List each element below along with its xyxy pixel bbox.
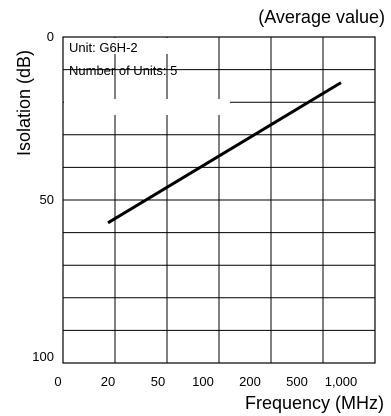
y-tick-label: 0	[47, 29, 54, 44]
x-tick-label: 1,000	[325, 374, 358, 389]
y-tick-label: 100	[32, 349, 54, 364]
x-tick-label: 100	[192, 374, 214, 389]
x-tick-label: 0	[54, 374, 61, 389]
y-tick-labels: 0 50 100	[32, 29, 54, 364]
annotation-number-of-units: Number of Units: 5	[69, 63, 177, 78]
x-tick-label: 50	[151, 374, 165, 389]
x-tick-label: 500	[286, 374, 308, 389]
header-note: (Average value)	[258, 7, 385, 27]
x-tick-label: 20	[101, 374, 115, 389]
x-axis-title: Frequency (MHz)	[245, 393, 384, 413]
grid	[62, 36, 376, 364]
y-tick-label: 50	[40, 192, 54, 207]
x-tick-labels: 0 20 50 100 200 500 1,000	[54, 374, 357, 389]
labels: (Average value) Unit: G6H-2 Number of Un…	[14, 7, 385, 413]
isolation-line	[107, 81, 342, 225]
y-axis-title: Isolation (dB)	[14, 50, 34, 156]
annotation-bg-1	[64, 38, 182, 54]
annotation-unit: Unit: G6H-2	[69, 40, 138, 55]
annotation-bg-2	[64, 99, 230, 115]
series-layer	[107, 81, 342, 225]
x-tick-label: 200	[239, 374, 261, 389]
